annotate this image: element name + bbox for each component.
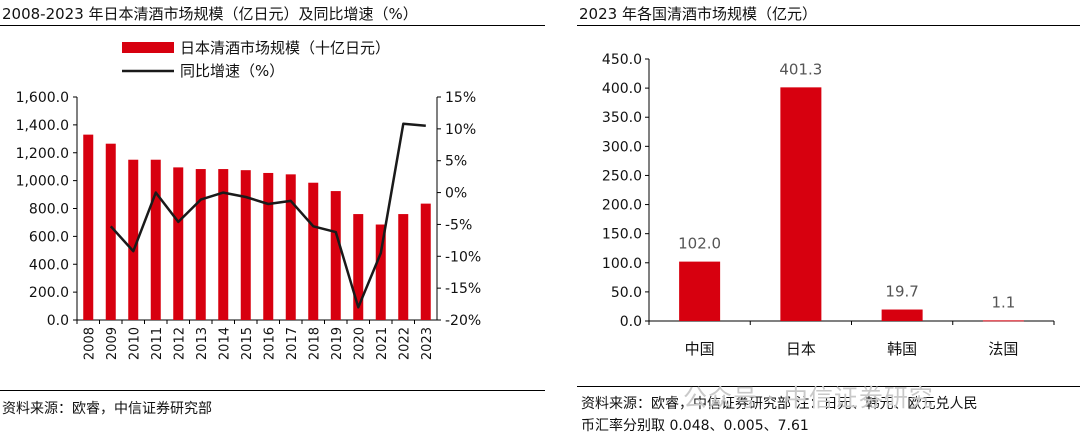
legend-bar-swatch — [122, 42, 174, 53]
data-label: 102.0 — [678, 235, 721, 253]
x-tick-label: 2019 — [330, 327, 345, 360]
x-tick-label: 2021 — [375, 327, 390, 360]
y-tick-label: 450.0 — [602, 52, 642, 68]
bar-2022 — [398, 214, 409, 320]
bar-中国 — [679, 261, 721, 321]
right-chart-svg: 450.0 400.0 350.0 300.0 250.0 200.0 150.0 100.0… — [602, 52, 1055, 358]
watermark-text: 公众号 · 中信证券研究 — [683, 384, 934, 412]
category-label: 韩国 — [887, 340, 917, 358]
x-tick-label: 2013 — [195, 327, 210, 360]
bar-日本 — [780, 87, 822, 321]
bar-2021 — [375, 224, 386, 320]
bar-2011 — [150, 159, 161, 320]
right-y-tick-label: 10% — [445, 122, 476, 138]
category-label: 中国 — [685, 340, 715, 358]
left-y-tick-label: 1,200.0 — [16, 146, 69, 162]
x-tick-label: 2012 — [172, 327, 187, 360]
bar-2012 — [173, 167, 184, 320]
bar-2023 — [420, 203, 431, 320]
legend-bar-label: 日本清酒市场规模（十亿日元） — [180, 39, 390, 57]
y-tick-label: 150.0 — [602, 227, 642, 243]
left-y-tick-label: 1,400.0 — [16, 118, 69, 134]
y-tick-label: 50.0 — [611, 285, 642, 301]
bar-2008 — [83, 134, 94, 320]
right-source-rule — [577, 386, 1080, 387]
left-y-tick-label: 0.0 — [47, 313, 69, 329]
left-title-rule — [0, 25, 545, 26]
x-tick-label: 2016 — [262, 327, 277, 360]
x-tick-label: 2010 — [127, 327, 142, 360]
bar-2009 — [105, 143, 116, 320]
x-tick-label: 2008 — [82, 327, 97, 360]
right-y-tick-label: -10% — [445, 249, 481, 265]
left-source-rule — [0, 390, 545, 391]
y-tick-label: 100.0 — [602, 256, 642, 272]
left-y-tick-label: 1,600.0 — [16, 90, 69, 106]
x-tick-label: 2011 — [150, 327, 165, 360]
right-source-line2: 币汇率分别取 0.048、0.005、7.61 — [581, 418, 809, 434]
category-label: 日本 — [786, 340, 816, 358]
right-y-tick-label: -20% — [445, 313, 481, 329]
right-y-tick-label: 5% — [445, 154, 467, 170]
right-y-tick-label: -5% — [445, 217, 472, 233]
left-y-tick-label: 800.0 — [29, 202, 69, 218]
category-label: 法国 — [988, 340, 1018, 358]
x-tick-label: 2018 — [307, 327, 322, 360]
left-chart-svg: 1,600.0 1,400.0 1,200.0 1,000.0 800.0 600.0 40… — [16, 39, 482, 360]
left-y-tick-label: 400.0 — [29, 257, 69, 273]
right-y-tick-label: -15% — [445, 281, 481, 297]
bar-2010 — [128, 159, 139, 320]
x-tick-label: 2023 — [420, 327, 435, 360]
bar-2018 — [308, 182, 319, 320]
x-tick-label: 2015 — [240, 327, 255, 360]
bar-2019 — [330, 191, 341, 320]
bar-2015 — [240, 170, 251, 320]
left-source: 资料来源：欧睿，中信证券研究部 — [2, 401, 212, 417]
left-y-tick-label: 1,000.0 — [16, 174, 69, 190]
left-y-tick-label: 600.0 — [29, 229, 69, 245]
bar-法国 — [982, 320, 1024, 322]
right-source-line1: 资料来源：欧睿，中信证券研究部 注：日元、韩元、欧元兑人民 — [581, 396, 978, 412]
bar-2020 — [353, 214, 364, 320]
bar-2013 — [195, 169, 206, 320]
x-tick-label: 2017 — [285, 327, 300, 360]
right-chart-title: 2023 年各国清酒市场规模（亿元） — [579, 5, 817, 23]
y-tick-label: 0.0 — [620, 314, 642, 330]
y-tick-label: 400.0 — [602, 81, 642, 97]
y-tick-label: 250.0 — [602, 168, 642, 184]
right-y-tick-label: 0% — [445, 186, 467, 202]
data-label: 1.1 — [991, 293, 1015, 311]
legend-line-label: 同比增速（%） — [180, 62, 284, 80]
y-tick-label: 300.0 — [602, 139, 642, 155]
left-chart-title: 2008-2023 年日本清酒市场规模（亿日元）及同比增速（%） — [2, 5, 418, 23]
right-y-tick-label: 15% — [445, 90, 476, 106]
x-tick-label: 2020 — [352, 327, 367, 360]
x-tick-label: 2014 — [217, 327, 232, 360]
data-label: 401.3 — [779, 60, 822, 78]
right-title-rule — [577, 25, 1080, 26]
right-chart-panel: 2023 年各国清酒市场规模（亿元） 450.0 400.0 350.0 300.0 2… — [577, 0, 1080, 440]
x-tick-label: 2022 — [397, 327, 412, 360]
left-y-tick-label: 200.0 — [29, 285, 69, 301]
left-chart-panel: 2008-2023 年日本清酒市场规模（亿日元）及同比增速（%） 1,600.0… — [0, 5, 545, 417]
bar-2016 — [263, 172, 274, 320]
bar-2014 — [218, 169, 229, 320]
y-tick-label: 350.0 — [602, 110, 642, 126]
bar-2017 — [285, 174, 296, 320]
bar-韩国 — [881, 309, 923, 321]
data-label: 19.7 — [885, 283, 918, 301]
x-tick-label: 2009 — [105, 327, 120, 360]
y-tick-label: 200.0 — [602, 198, 642, 214]
growth-line — [109, 122, 426, 309]
